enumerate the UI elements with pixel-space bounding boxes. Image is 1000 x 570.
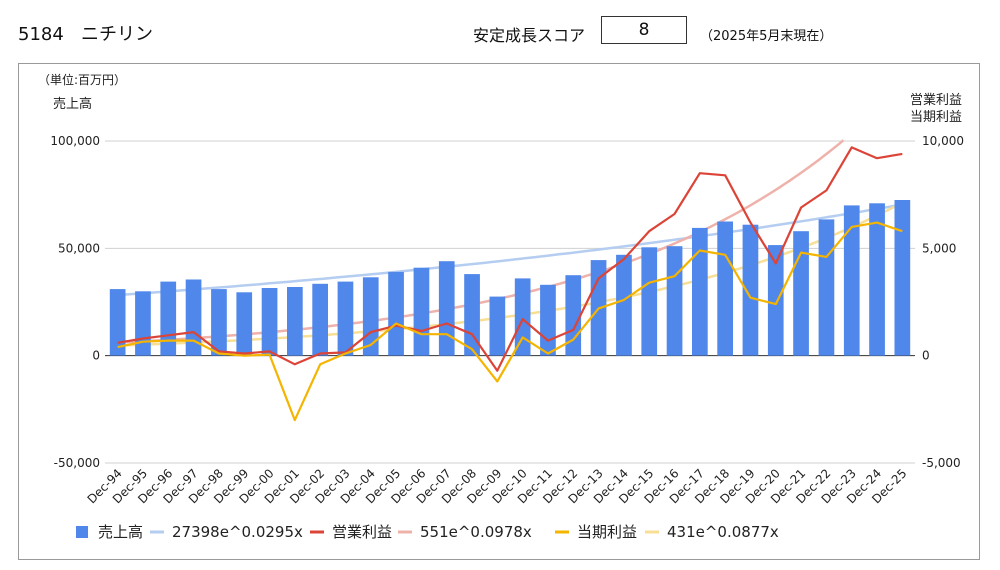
left-tick-label: 100,000	[50, 134, 100, 148]
legend-swatch	[76, 526, 88, 538]
legend-label: 27398e^0.0295x	[172, 523, 303, 541]
bar-sales	[666, 246, 683, 356]
right-tick-label: -5,000	[922, 456, 961, 470]
score-value-box: 8	[601, 16, 687, 44]
as-of-date: （2025年5月末現在）	[700, 29, 833, 44]
score-label: 安定成長スコア	[473, 26, 586, 45]
right-tick-label: 10,000	[922, 134, 964, 148]
bar-sales	[413, 267, 430, 356]
unit-label: （単位:百万円）	[38, 72, 126, 87]
bar-sales	[160, 281, 177, 356]
bar-sales	[540, 284, 556, 356]
bar-sales	[767, 245, 784, 356]
bar-sales	[236, 292, 253, 356]
trend-line	[117, 203, 903, 297]
legend-label: 当期利益	[577, 523, 637, 541]
bar-sales	[211, 289, 227, 356]
bar-sales	[641, 247, 658, 356]
bar-sales	[388, 271, 404, 356]
bar-sales	[135, 291, 151, 356]
bar-sales	[793, 231, 809, 356]
bar-sales	[438, 261, 455, 356]
bar-sales	[717, 221, 733, 356]
left-axis-title: 売上高	[53, 96, 92, 112]
left-tick-label: 50,000	[58, 241, 100, 255]
bar-sales	[287, 287, 303, 356]
bar-sales	[869, 203, 885, 356]
bar-sales	[489, 296, 506, 356]
page-title: 5184 ニチリン	[18, 24, 153, 45]
bar-sales	[616, 254, 632, 356]
bar-sales	[843, 205, 860, 356]
left-tick-label: 0	[92, 349, 100, 363]
legend-label: 営業利益	[332, 523, 392, 541]
chart-frame	[18, 63, 980, 560]
bar-sales	[185, 279, 202, 356]
legend-label: 431e^0.0877x	[667, 523, 779, 541]
legend-label: 売上高	[98, 523, 143, 541]
bar-sales	[692, 227, 708, 356]
left-tick-label: -50,000	[54, 456, 100, 470]
bar-sales	[742, 224, 759, 356]
bar-sales	[894, 200, 911, 356]
right-axis-title-2: 当期利益	[910, 110, 962, 125]
bar-sales	[109, 289, 126, 356]
line-operating-profit	[117, 146, 903, 372]
bar-sales	[261, 288, 278, 356]
bar-sales	[514, 278, 531, 356]
legend-label: 551e^0.0978x	[420, 523, 532, 541]
bar-sales	[464, 274, 480, 356]
bar-sales	[312, 283, 328, 356]
line-net-profit	[117, 221, 903, 422]
bar-sales	[337, 281, 354, 356]
right-tick-label: 0	[922, 349, 930, 363]
right-tick-label: 5,000	[922, 241, 956, 255]
right-axis-title-1: 営業利益	[910, 92, 962, 108]
bar-sales	[818, 219, 835, 356]
